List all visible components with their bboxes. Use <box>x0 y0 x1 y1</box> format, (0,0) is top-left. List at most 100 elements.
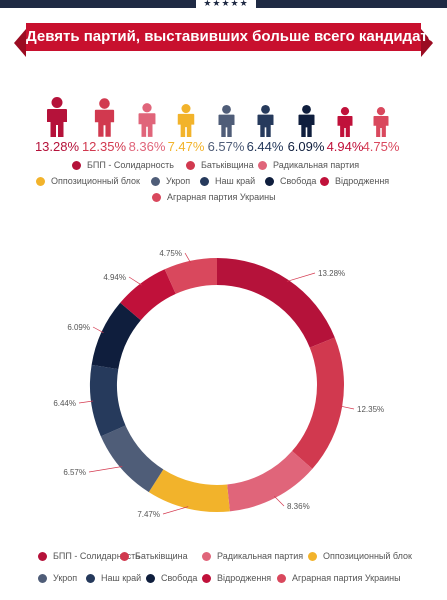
slice-value-label: 6.57% <box>63 468 86 477</box>
slice-leader-line <box>88 466 123 473</box>
legend-label: Аграрная партия Украины <box>167 192 276 202</box>
legend-label: Батьківщина <box>201 160 254 170</box>
person-icon <box>216 105 237 137</box>
legend-color-dot <box>86 573 95 583</box>
legend-item: Радикальная партия <box>258 160 359 170</box>
slice-leader-line <box>340 405 355 410</box>
legend-item: Радикальная партия <box>202 551 303 561</box>
slice-value-label: 13.28% <box>318 269 345 278</box>
slice-value-label: 6.44% <box>53 399 76 408</box>
legend-color-dot <box>258 160 267 170</box>
legend-item: Укроп <box>38 573 77 583</box>
star-rating-decoration: ★★★★★ <box>196 0 256 8</box>
legend-color-dot <box>320 176 329 186</box>
legend-color-dot <box>277 573 286 583</box>
donut-slice <box>120 269 176 321</box>
legend-label: Свобода <box>161 573 198 583</box>
legend-item: Оппозиционный блок <box>308 551 412 561</box>
donut-slice <box>90 364 126 437</box>
legend-label: Радикальная партия <box>273 160 360 170</box>
legend-label: Оппозиционный блок <box>51 176 140 186</box>
legend-label: Укроп <box>166 176 191 186</box>
person-percent-label: 4.94% <box>326 139 364 154</box>
person-icon <box>335 107 355 137</box>
person-icon <box>92 98 117 137</box>
donut-slice <box>100 425 164 493</box>
legend-color-dot <box>265 176 274 186</box>
slice-value-label: 4.75% <box>159 249 182 258</box>
legend-color-dot <box>308 551 317 561</box>
person-icon <box>371 107 391 137</box>
legend-item: Наш край <box>86 573 141 583</box>
legend-color-dot <box>202 573 211 583</box>
person-icon <box>255 105 276 137</box>
legend-item: БПП - Солидарность <box>38 551 140 561</box>
legend-color-dot <box>186 160 195 170</box>
slice-value-label: 8.36% <box>287 502 310 511</box>
banner-fold-left <box>14 29 26 57</box>
legend-color-dot <box>38 573 47 583</box>
slice-leader-line <box>273 495 285 507</box>
legend-label: Наш край <box>215 176 256 186</box>
banner-fold-right <box>421 29 433 57</box>
person-icon <box>175 104 197 137</box>
legend-label: Відродження <box>217 573 272 583</box>
donut-slice <box>227 451 313 512</box>
donut-slice <box>91 302 141 370</box>
legend-color-dot <box>120 551 129 561</box>
slice-leader-line <box>162 506 189 515</box>
person-icon <box>136 103 158 137</box>
person-percent-label: 6.09% <box>287 139 325 154</box>
slice-value-label: 4.94% <box>103 273 126 282</box>
legend-label: БПП - Солидарность <box>53 551 140 561</box>
person-percent-label: 8.36% <box>128 139 166 154</box>
slice-leader-line <box>184 252 191 263</box>
legend-top: БПП - Солидарность Батьківщина Радикальная… <box>0 160 447 210</box>
person-percent-label: 7.47% <box>167 139 205 154</box>
legend-color-dot <box>200 176 209 186</box>
legend-item: Відродження <box>202 573 271 583</box>
person-icon <box>296 105 317 137</box>
person-icon <box>44 97 70 137</box>
legend-bottom: БПП - Солидарность Батьківщина Радикальная… <box>0 547 447 589</box>
legend-item: Аграрная партия Украины <box>152 192 276 202</box>
donut-slice <box>217 258 335 348</box>
legend-label: Оппозиционный блок <box>323 551 412 561</box>
legend-label: Аграрная партия Украины <box>292 573 401 583</box>
legend-item: Відродження <box>320 176 389 186</box>
legend-item: Укроп <box>151 176 190 186</box>
title-banner: Девять партий, выставивших больше всего … <box>14 23 446 57</box>
donut-slice <box>292 337 345 469</box>
legend-item: БПП - Солидарность <box>72 160 174 170</box>
legend-item: Батьківщина <box>120 551 188 561</box>
legend-item: Свобода <box>146 573 197 583</box>
legend-label: Відродження <box>335 176 390 186</box>
slice-leader-line <box>78 400 94 404</box>
legend-item: Свобода <box>265 176 316 186</box>
legend-item: Батьківщина <box>186 160 254 170</box>
legend-color-dot <box>38 551 47 561</box>
legend-item: Аграрная партия Украины <box>277 573 401 583</box>
donut-chart: 13.28% 12.35% 8.36% 7.47% 6.57% 6.44% 6.09% 4.9… <box>53 249 384 519</box>
legend-label: Укроп <box>53 573 78 583</box>
slice-leader-line <box>92 326 104 333</box>
legend-label: Радикальная партия <box>217 551 304 561</box>
people-row: 13.28% 12.35% 8.36% 7.47% 6.57% 6.44% 6.09% 4.9… <box>0 92 447 154</box>
legend-color-dot <box>151 176 160 186</box>
legend-label: Свобода <box>280 176 317 186</box>
person-percent-label: 6.57% <box>207 139 245 154</box>
person-percent-label: 12.35% <box>81 139 127 154</box>
slice-value-label: 6.09% <box>67 323 90 332</box>
legend-color-dot <box>202 551 211 561</box>
page-title: Девять партий, выставивших больше всего … <box>26 28 446 45</box>
legend-color-dot <box>152 192 161 202</box>
legend-item: Оппозиционный блок <box>36 176 140 186</box>
legend-label: БПП - Солидарность <box>87 160 174 170</box>
slice-leader-line <box>286 272 316 282</box>
legend-item: Наш край <box>200 176 255 186</box>
donut-slice <box>164 258 217 294</box>
person-percent-label: 4.75% <box>362 139 400 154</box>
legend-color-dot <box>72 160 81 170</box>
person-percent-label: 13.28% <box>34 139 80 154</box>
legend-label: Наш край <box>101 573 142 583</box>
